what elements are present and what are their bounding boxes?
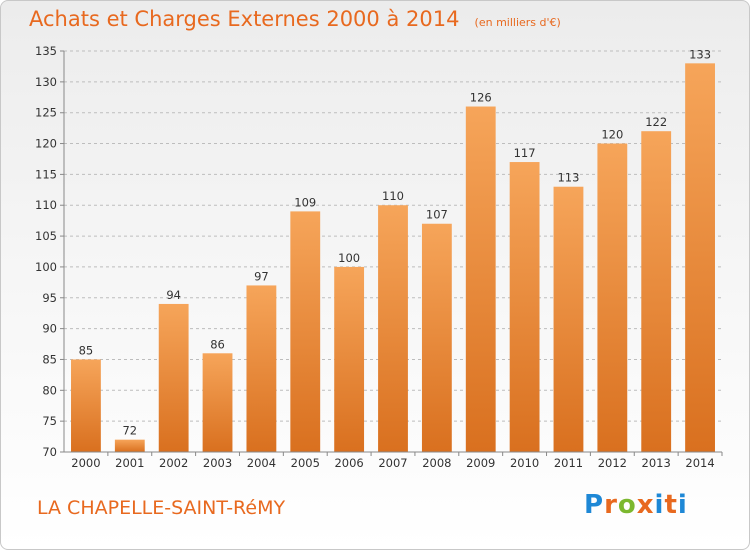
data-label: 113 xyxy=(557,171,579,185)
logo-letter: x xyxy=(636,490,655,520)
logo-letter: o xyxy=(617,490,637,520)
x-tick-label: 2014 xyxy=(685,456,714,470)
data-label: 117 xyxy=(514,146,536,160)
axes xyxy=(63,51,722,453)
y-tick-label: 115 xyxy=(35,167,57,181)
x-tick-label: 2013 xyxy=(642,456,671,470)
logo-letter: t xyxy=(664,490,678,520)
x-tick-label: 2007 xyxy=(378,456,407,470)
proxiti-logo: Proxiti xyxy=(584,490,688,520)
data-label: 110 xyxy=(382,189,404,203)
data-label: 120 xyxy=(601,128,623,142)
y-tick-label: 135 xyxy=(35,44,57,58)
bar xyxy=(597,143,628,453)
data-label: 85 xyxy=(79,343,94,357)
x-tick-label: 2011 xyxy=(554,456,583,470)
data-label: 100 xyxy=(338,251,360,265)
x-tick-label: 2001 xyxy=(115,456,144,470)
bar xyxy=(641,131,672,452)
chart-unit: (en milliers d'€) xyxy=(474,16,561,29)
y-tick-label: 130 xyxy=(35,75,57,89)
bar xyxy=(114,439,145,452)
data-label: 86 xyxy=(210,337,225,351)
data-label: 109 xyxy=(294,195,316,209)
bar xyxy=(421,223,452,452)
x-tick-label: 2000 xyxy=(71,456,100,470)
x-tick-label: 2004 xyxy=(247,456,276,470)
bar xyxy=(465,106,496,453)
data-label: 122 xyxy=(645,115,667,129)
data-label: 97 xyxy=(254,269,269,283)
y-tick-label: 120 xyxy=(35,137,57,151)
logo-letter: i xyxy=(677,490,688,520)
x-tick-label: 2002 xyxy=(159,456,188,470)
data-label: 107 xyxy=(426,208,448,222)
place-name: LA CHAPELLE-SAINT-RéMY xyxy=(37,497,286,519)
y-tick-label: 110 xyxy=(35,198,57,212)
bar xyxy=(378,205,408,452)
bar xyxy=(71,359,101,452)
y-tick-label: 80 xyxy=(42,383,57,397)
bar xyxy=(202,353,233,452)
x-tick-label: 2012 xyxy=(598,456,627,470)
data-label: 133 xyxy=(689,47,711,61)
bar xyxy=(246,285,277,452)
x-tick-label: 2008 xyxy=(422,456,451,470)
data-label: 126 xyxy=(470,91,492,105)
x-tick-label: 2005 xyxy=(291,456,320,470)
data-label: 72 xyxy=(122,424,137,438)
data-labels: 85 72 94 86 97 109 100 110 107 126 117 113 120 122 133 xyxy=(79,47,711,437)
y-tick-label: 70 xyxy=(42,445,57,459)
y-tick-label: 100 xyxy=(35,260,57,274)
x-tick-label: 2003 xyxy=(203,456,232,470)
y-tick-label: 125 xyxy=(35,106,57,120)
x-tick-label: 2010 xyxy=(510,456,539,470)
x-tick-label: 2006 xyxy=(334,456,363,470)
bar xyxy=(334,266,365,452)
x-tick-label: 2009 xyxy=(466,456,495,470)
y-tick-label: 85 xyxy=(42,352,57,366)
y-axis-ticks: 70 75 80 85 90 95 100 105 110 115 120 125 130 135 xyxy=(35,44,64,459)
y-tick-label: 105 xyxy=(35,229,57,243)
bar xyxy=(158,303,189,452)
title-row: Achats et Charges Externes 2000 à 2014 (… xyxy=(29,7,561,31)
bar xyxy=(685,63,715,452)
logo-letter: r xyxy=(604,490,618,520)
y-tick-label: 90 xyxy=(42,322,57,336)
logo-letter: P xyxy=(584,490,605,520)
y-tick-label: 75 xyxy=(42,414,57,428)
bar xyxy=(509,162,540,453)
bars xyxy=(71,63,715,453)
bar xyxy=(290,211,321,452)
data-label: 94 xyxy=(166,288,181,302)
chart-title: Achats et Charges Externes 2000 à 2014 xyxy=(29,7,460,31)
x-axis-ticks: 2000 2001 2002 2003 2004 2005 2006 2007 2008 2009… xyxy=(71,452,723,470)
logo-letter: i xyxy=(654,490,665,520)
bar xyxy=(553,186,584,452)
y-tick-label: 95 xyxy=(42,291,57,305)
